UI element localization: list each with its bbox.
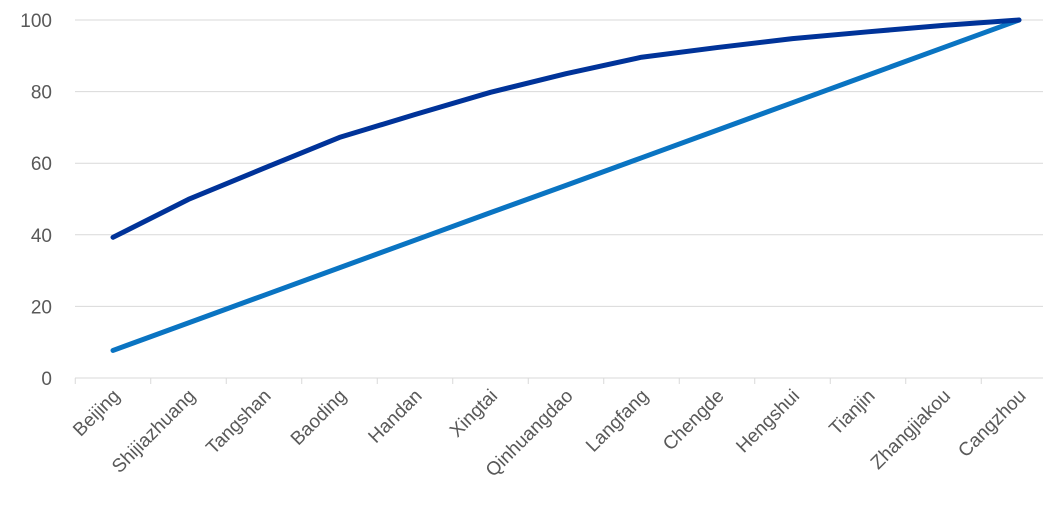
y-tick-label: 60 <box>31 154 52 175</box>
x-tick-label: Hengshui <box>732 386 804 458</box>
series-lines <box>113 20 1019 351</box>
x-tick-label: Xingtai <box>446 386 502 442</box>
y-tick-label: 100 <box>20 11 52 32</box>
x-tick-label: Beijing <box>69 386 124 441</box>
x-tick-label: Langfang <box>582 386 653 457</box>
y-tick-label: 40 <box>31 226 52 247</box>
x-tick-label: Tianjin <box>826 386 880 440</box>
y-tick-label: 20 <box>31 297 52 318</box>
x-tick-label: Cangzhou <box>954 386 1030 462</box>
series-line-2 <box>113 20 1019 350</box>
x-tick-label: Zhangjiakou <box>867 386 955 474</box>
x-tick-label: Chengde <box>659 386 728 455</box>
x-tick-label: Handan <box>365 386 427 448</box>
x-axis <box>75 378 1043 384</box>
y-tick-label: 0 <box>41 369 52 390</box>
y-tick-label: 80 <box>31 83 52 104</box>
x-tick-label: Tangshan <box>202 386 275 459</box>
x-tick-label: Baoding <box>287 386 351 450</box>
series-line-1 <box>113 20 1019 237</box>
y-axis-tick-labels: 0 20 40 60 80 100 <box>20 11 52 390</box>
